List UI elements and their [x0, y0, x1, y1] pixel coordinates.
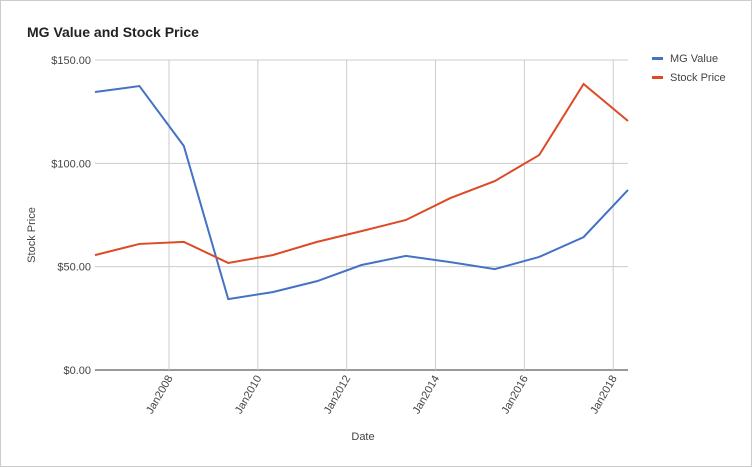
legend-label: MG Value [670, 53, 718, 65]
y-tick-label: $100.00 [51, 158, 91, 170]
y-tick-label: $150.00 [51, 55, 91, 67]
y-tick-label: $0.00 [63, 365, 91, 377]
line-series [94, 82, 629, 264]
legend-label: Stock Price [670, 72, 726, 84]
y-tick-label: $50.00 [57, 262, 91, 274]
chart-title: MG Value and Stock Price [27, 24, 199, 40]
line-series [94, 84, 629, 301]
x-axis-label: Date [351, 431, 374, 443]
legend-swatch [652, 57, 663, 60]
y-axis-label: Stock Price [26, 207, 38, 263]
legend-swatch [652, 76, 663, 79]
